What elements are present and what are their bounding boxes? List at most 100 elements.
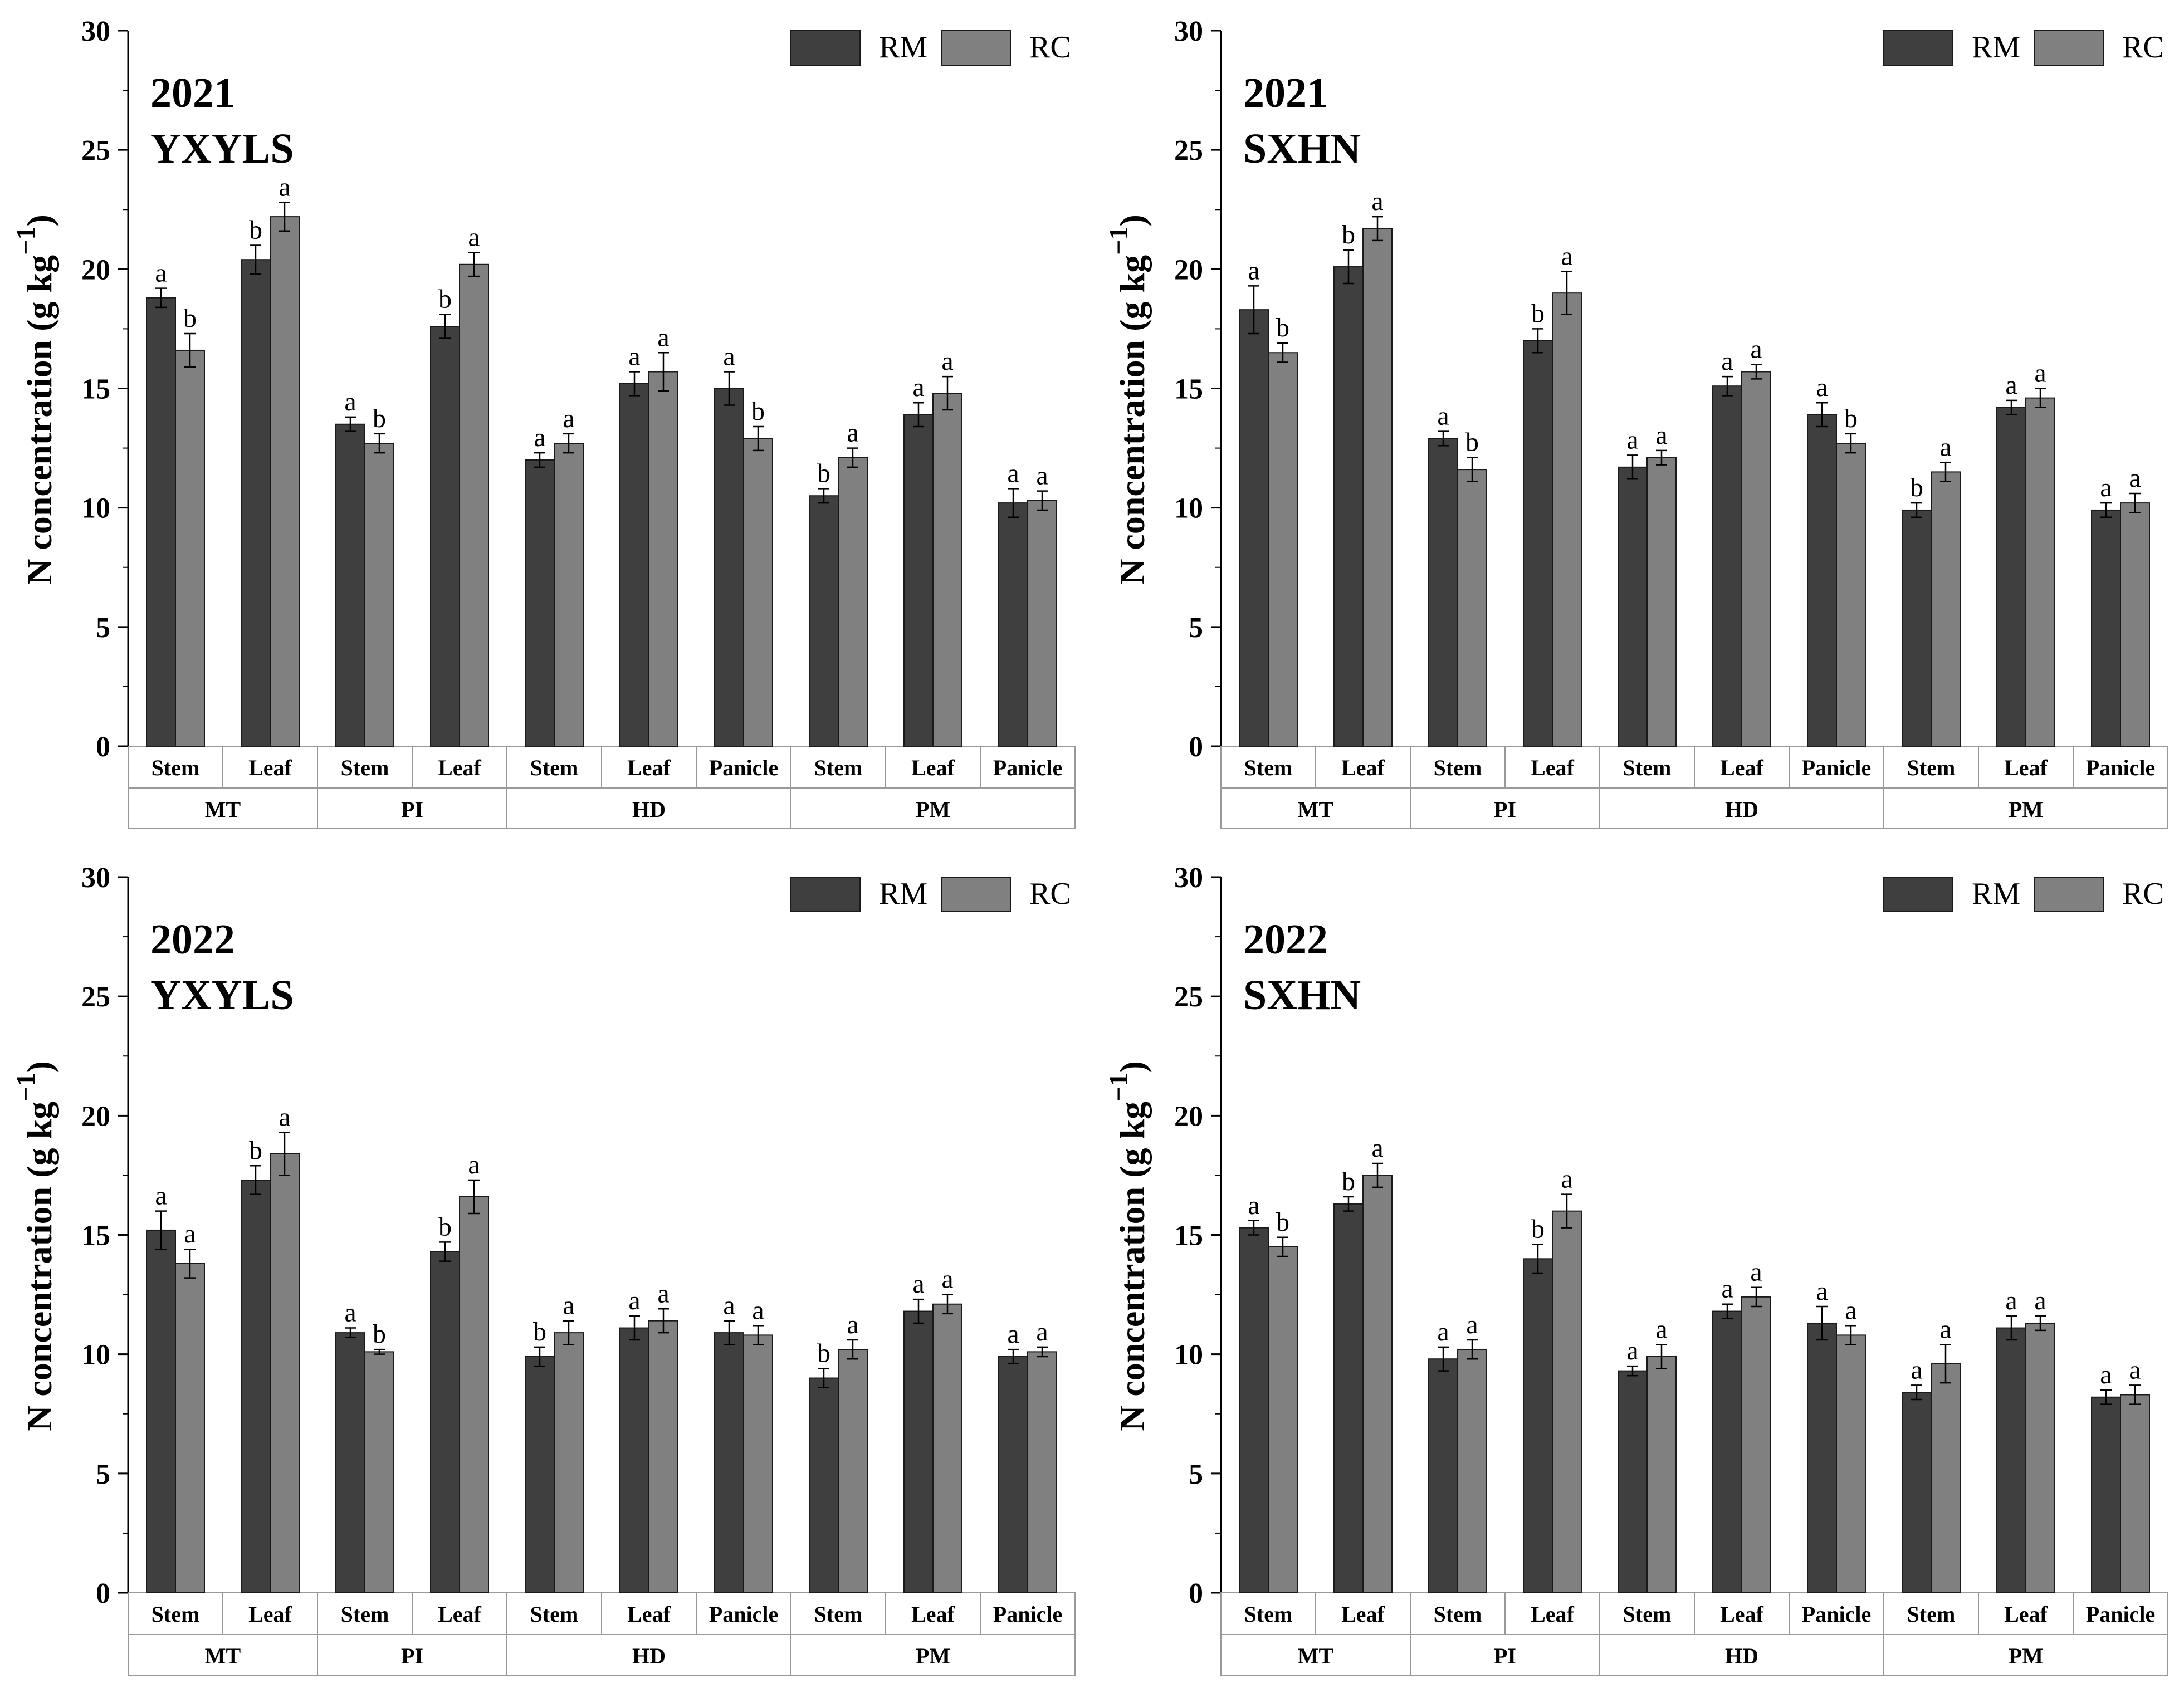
y-tick-label: 20: [1174, 254, 1203, 286]
significance-label: a: [1466, 1310, 1478, 1339]
significance-label: a: [1816, 373, 1828, 402]
group-label: PM: [2009, 797, 2043, 822]
bar-rm: [903, 414, 934, 747]
category-label: Stem: [814, 1602, 863, 1627]
significance-label: a: [847, 1310, 858, 1339]
significance-label: b: [1910, 473, 1923, 502]
bar-rm: [146, 1229, 176, 1593]
y-axis-label-close: ): [19, 214, 59, 226]
significance-label: a: [2005, 1286, 2017, 1315]
bar-rm: [335, 423, 365, 747]
category-label: Panicle: [2086, 1602, 2155, 1627]
significance-label: a: [563, 1291, 574, 1320]
legend-swatch-rm: [790, 877, 861, 912]
y-tick-label: 0: [96, 1578, 110, 1609]
category-label: Leaf: [1720, 1602, 1763, 1627]
bar-rc: [932, 393, 962, 747]
y-tick-label: 0: [1189, 1578, 1203, 1609]
bar-rm: [1618, 1370, 1648, 1594]
significance-label: a: [468, 222, 480, 252]
significance-label: a: [941, 346, 953, 376]
y-axis-label: N concentration (g kg−1): [1104, 214, 1152, 585]
y-axis-label-main: N concentration (g kg: [19, 1102, 59, 1431]
category-label: Leaf: [627, 1602, 671, 1627]
y-tick-label: 15: [81, 374, 110, 405]
bar-rc: [1931, 1363, 1961, 1593]
bar-rm: [430, 1251, 460, 1593]
category-label: Stem: [1244, 755, 1293, 780]
significance-label: a: [1721, 346, 1733, 376]
significance-label: a: [155, 1181, 167, 1211]
category-label: Panicle: [1802, 1602, 1871, 1627]
bar-rc: [459, 263, 489, 747]
bar-rm: [714, 1332, 744, 1593]
significance-label: a: [1371, 187, 1383, 216]
panel-4: 0 5 10 15 20 25 30 N concentration (g kg−1) 2022…: [1104, 862, 2168, 1676]
bar-rm: [714, 388, 744, 747]
y-tick-label: 10: [81, 493, 110, 525]
bar-rm: [1428, 438, 1458, 747]
bar-rm: [619, 383, 649, 747]
bar-rc: [1268, 1246, 1298, 1593]
significance-label: a: [1655, 420, 1667, 450]
significance-label: a: [468, 1150, 480, 1180]
category-label: Stem: [1623, 755, 1672, 780]
group-label: MT: [205, 1643, 241, 1668]
significance-label: a: [2129, 1355, 2141, 1384]
panel-title-site: YXYLS: [150, 125, 294, 172]
category-label: Leaf: [438, 755, 481, 780]
legend-label-rc: RC: [1029, 30, 1071, 65]
group-frame: [1220, 1634, 2168, 1676]
bar-rc: [743, 438, 773, 747]
bar-rc: [459, 1196, 489, 1593]
significance-label: a: [1911, 1355, 1922, 1384]
category-label: Leaf: [2004, 755, 2048, 780]
significance-label: b: [183, 304, 197, 333]
legend: RM RC: [790, 30, 1071, 66]
category-label: Stem: [152, 755, 200, 780]
bar-rm: [1996, 1327, 2026, 1593]
bar-rm: [525, 1356, 555, 1593]
significance-label: a: [941, 1265, 953, 1294]
y-tick-label: 10: [81, 1339, 110, 1371]
category-label: Leaf: [1341, 755, 1385, 780]
significance-label: b: [751, 397, 765, 426]
significance-label: a: [1007, 1319, 1019, 1349]
bar-rc: [1268, 352, 1298, 747]
panel-title-site: SXHN: [1243, 125, 1361, 172]
y-tick-label: 30: [1174, 16, 1203, 47]
legend-swatch-rc: [2034, 30, 2104, 66]
legend-label-rc: RC: [1029, 877, 1071, 911]
bar-rc: [838, 457, 868, 747]
bar-rc: [554, 443, 584, 747]
category-label: Leaf: [1531, 755, 1574, 780]
bar-rc: [1931, 471, 1961, 747]
significance-label: a: [1939, 1315, 1951, 1344]
bar-rm: [1428, 1358, 1458, 1593]
bar-rm: [1618, 466, 1648, 747]
y-tick-label: 15: [81, 1220, 110, 1252]
bar-rc: [1552, 292, 1582, 747]
significance-label: a: [279, 172, 290, 202]
y-axis-label-sup: −1: [11, 1073, 41, 1102]
significance-label: a: [1561, 1164, 1572, 1194]
significance-label: a: [657, 322, 669, 352]
category-label: Leaf: [248, 1602, 292, 1627]
panel-2: 0 5 10 15 20 25 30 N concentration (g kg−1) 2021…: [1104, 16, 2168, 829]
bar-rm: [335, 1332, 365, 1593]
significance-label: a: [1248, 256, 1259, 285]
bar-rc: [270, 216, 300, 747]
group-label: HD: [1725, 797, 1758, 822]
category-label: Leaf: [248, 755, 292, 780]
bar-rm: [809, 495, 839, 747]
category-label: Stem: [1907, 1602, 1956, 1627]
significance-label: a: [657, 1279, 669, 1308]
bar-rm: [1523, 340, 1553, 747]
group-label: PM: [916, 797, 950, 822]
y-axis-label-main: N concentration (g kg: [1112, 1102, 1152, 1431]
significance-label: b: [1342, 1167, 1355, 1196]
bar-rc: [1646, 1356, 1677, 1593]
panel-title-year: 2021: [150, 70, 235, 116]
bar-rc: [1027, 1351, 1057, 1594]
group-label: PM: [916, 1643, 950, 1668]
